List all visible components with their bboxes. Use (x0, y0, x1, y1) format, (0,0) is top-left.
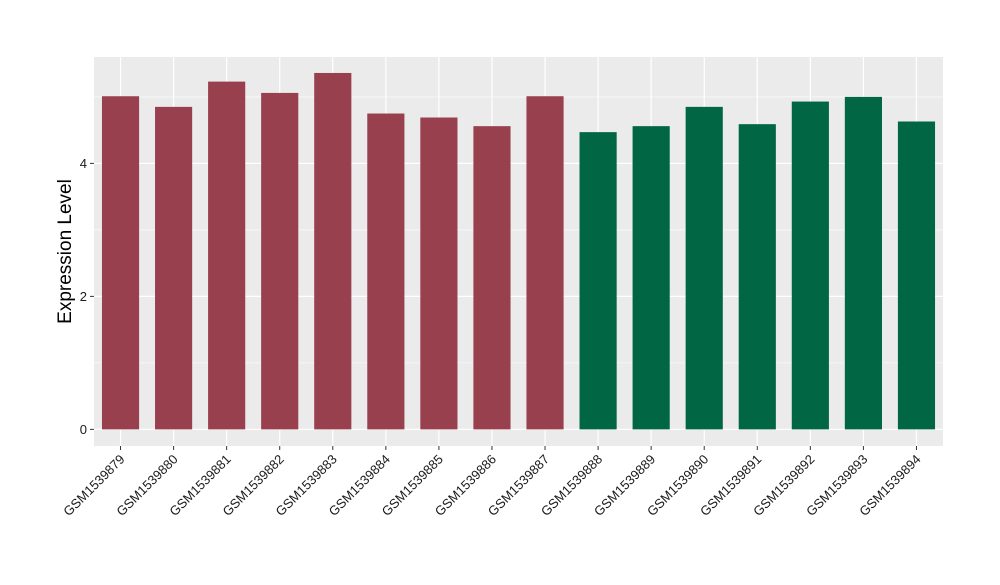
bar-GSM1539887 (526, 96, 564, 430)
y-tick-label: 4 (80, 156, 87, 171)
bar-GSM1539882 (261, 92, 299, 430)
y-axis-title: Expression Level (55, 179, 76, 324)
bar-GSM1539888 (579, 132, 617, 430)
bar-GSM1539892 (791, 101, 829, 430)
y-tick-label: 2 (80, 289, 87, 304)
x-axis: GSM1539879GSM1539880GSM1539881GSM1539882… (60, 446, 924, 519)
bar-GSM1539879 (101, 96, 140, 430)
bar-GSM1539893 (844, 96, 882, 430)
bar-GSM1539889 (632, 126, 670, 430)
bar-GSM1539885 (420, 117, 458, 430)
bar-GSM1539891 (738, 124, 776, 430)
bar-GSM1539890 (685, 106, 723, 430)
y-tick-label: 0 (80, 422, 87, 437)
bar-GSM1539883 (314, 72, 352, 430)
bar-GSM1539894 (897, 121, 936, 430)
bar-GSM1539880 (155, 106, 193, 430)
bar-GSM1539884 (367, 113, 405, 430)
bars (101, 72, 936, 430)
y-axis: 0 2 4 (80, 156, 94, 437)
bar-GSM1539886 (473, 126, 511, 430)
bar-GSM1539881 (208, 81, 246, 430)
